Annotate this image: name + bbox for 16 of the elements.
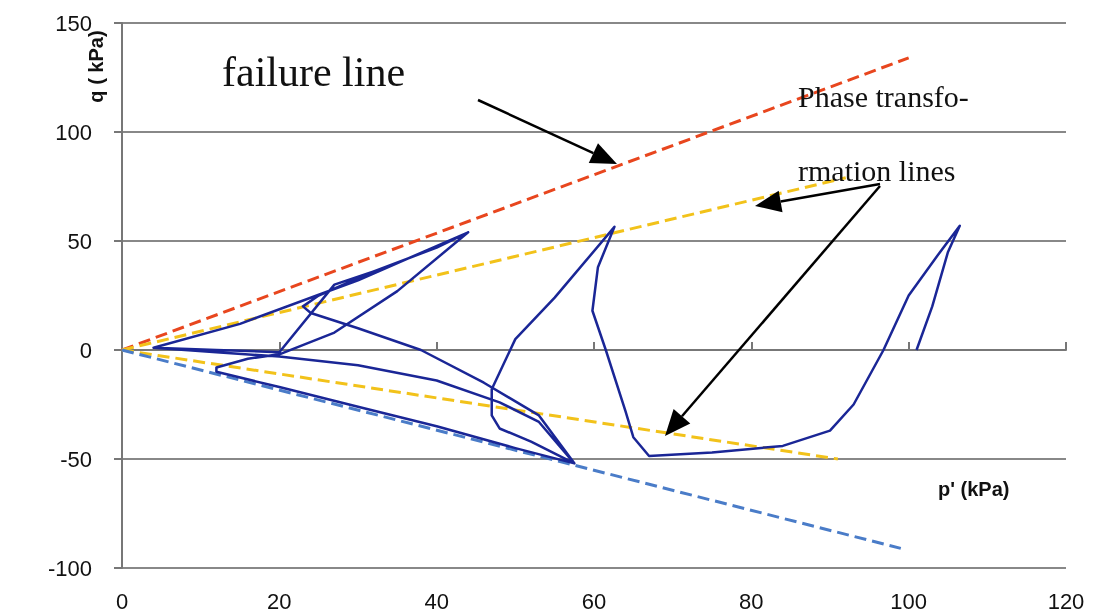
y-tick-label: -50 (60, 446, 92, 472)
text: Phase transfo-rmation lines (798, 80, 969, 187)
x-tick-label: 20 (267, 588, 292, 612)
x-tick-label: 0 (115, 588, 129, 612)
x-axis-title: p' (kPa) (938, 478, 1010, 501)
y-tick-label: 0 (79, 337, 92, 363)
y-tick-label: 50 (67, 228, 92, 254)
x-tick-label: 80 (739, 588, 764, 612)
annotation: failure line (222, 48, 406, 96)
y-axis-title: q ( kPa) (84, 30, 108, 103)
y-tick-label: -100 (47, 555, 92, 581)
y-tick-label: 100 (55, 119, 92, 145)
x-tick-label: 60 (581, 588, 607, 612)
x-tick-label: 120 (1047, 588, 1085, 612)
x-tick-label: 40 (424, 588, 449, 612)
x-tick-label: 100 (890, 588, 928, 612)
